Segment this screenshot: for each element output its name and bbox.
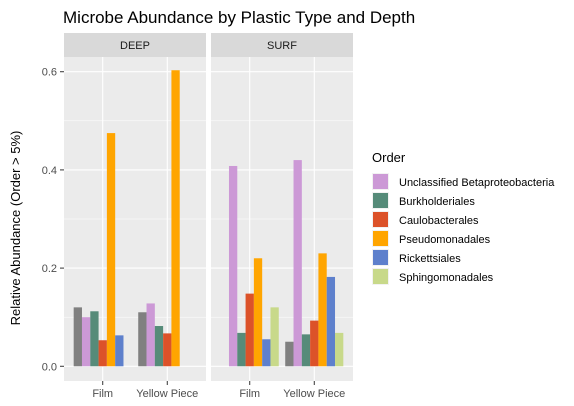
x-tick-label: Yellow Piece [136, 388, 198, 400]
bar-deep-film-rickettsiales [115, 335, 123, 366]
bar-surf-film-pseudomonadales [254, 258, 262, 366]
bar-deep-film-unlabeled [74, 307, 82, 366]
legend-label: Unclassified Betaproteobacteria [399, 177, 555, 189]
panel-deep: DEEP [64, 33, 206, 381]
legend-label: Caulobacterales [399, 215, 479, 227]
legend-item: Sphingomonadales [372, 268, 494, 285]
x-axis: Film Yellow Piece Film Yellow Piece [92, 381, 345, 400]
legend-swatch [373, 174, 388, 189]
x-tick-label: Film [92, 388, 113, 400]
legend-swatch [373, 212, 388, 227]
facet-label: SURF [267, 40, 297, 52]
legend-item: Pseudomonadales [372, 230, 491, 247]
bar-deep-film-burkholderiales [90, 311, 98, 366]
bar-surf-film-sphingomonadales [270, 307, 278, 366]
bar-surf-yellow-piece-sphingomonadales [335, 333, 343, 366]
bar-surf-film-burkholderiales [237, 333, 245, 366]
facet-label: DEEP [120, 40, 150, 52]
y-tick-label: 0.4 [42, 165, 57, 177]
bar-surf-yellow-piece-unlabeled [285, 342, 293, 367]
legend-item: Rickettsiales [372, 249, 461, 266]
y-tick-label: 0.2 [42, 263, 57, 275]
bar-deep-yellow-piece-unlabeled [138, 312, 146, 366]
x-tick-label: Film [239, 388, 260, 400]
bar-deep-film-pseudomonadales [107, 133, 115, 366]
bar-deep-film-caulobacterales [99, 340, 107, 366]
legend-swatch [373, 193, 388, 208]
bar-deep-film-unclassified-betaproteobacteria [82, 317, 90, 366]
legend-item: Unclassified Betaproteobacteria [372, 173, 555, 190]
bar-deep-yellow-piece-burkholderiales [155, 326, 163, 366]
bar-surf-yellow-piece-rickettsiales [327, 277, 335, 366]
legend-label: Rickettsiales [399, 253, 461, 265]
legend-item: Caulobacterales [372, 211, 479, 228]
y-tick-label: 0.0 [42, 361, 57, 373]
bar-surf-film-unclassified-betaproteobacteria [229, 166, 237, 366]
legend-swatch [373, 250, 388, 265]
legend-swatch [373, 269, 388, 284]
y-axis: 0.0 0.2 0.4 0.6 [42, 67, 64, 374]
x-tick-label: Yellow Piece [283, 388, 345, 400]
y-tick-label: 0.6 [42, 67, 57, 79]
legend-label: Pseudomonadales [399, 234, 491, 246]
bar-surf-film-caulobacterales [246, 294, 254, 367]
legend-title: Order [372, 150, 406, 165]
panel-surf: SURF [211, 33, 353, 381]
bar-surf-yellow-piece-caulobacterales [310, 321, 318, 367]
chart-title: Microbe Abundance by Plastic Type and De… [63, 8, 415, 27]
bar-surf-yellow-piece-burkholderiales [302, 334, 310, 366]
bar-surf-yellow-piece-unclassified-betaproteobacteria [294, 160, 302, 366]
legend-label: Sphingomonadales [399, 272, 494, 284]
bar-surf-film-rickettsiales [262, 339, 270, 366]
legend: Order Unclassified Betaproteobacteria Bur… [372, 150, 555, 285]
bar-surf-yellow-piece-pseudomonadales [318, 253, 326, 366]
y-axis-title: Relative Abundance (Order > 5%) [8, 131, 23, 326]
bar-deep-yellow-piece-caulobacterales [163, 333, 171, 366]
panels: DEEP SURF [64, 33, 353, 381]
legend-label: Burkholderiales [399, 196, 475, 208]
legend-swatch [373, 231, 388, 246]
bar-deep-yellow-piece-pseudomonadales [171, 70, 179, 366]
legend-item: Burkholderiales [372, 192, 475, 209]
bar-deep-yellow-piece-unclassified-betaproteobacteria [147, 303, 155, 366]
